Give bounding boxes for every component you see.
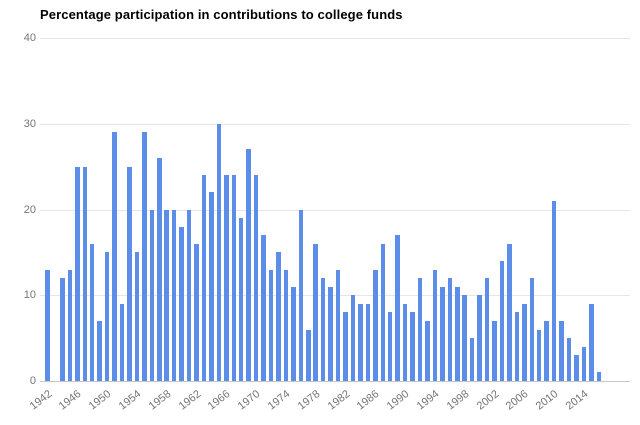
- bar-1995[interactable]: [440, 286, 445, 381]
- bar-2009[interactable]: [544, 320, 549, 381]
- bar-1965[interactable]: [216, 123, 222, 381]
- bar-1953[interactable]: [127, 166, 132, 381]
- bar-1942[interactable]: [45, 269, 50, 381]
- bar-1945[interactable]: [67, 269, 73, 381]
- gridline-y0: [40, 381, 630, 382]
- y-axis-label-40: 40: [23, 32, 36, 44]
- bar-1972[interactable]: [268, 269, 274, 381]
- bar-1997[interactable]: [455, 286, 460, 381]
- bar-1982[interactable]: [343, 312, 348, 381]
- bar-1991[interactable]: [410, 312, 415, 381]
- bar-2002[interactable]: [492, 320, 497, 381]
- bar-2013[interactable]: [574, 355, 579, 381]
- y-axis-label-30: 30: [23, 117, 36, 130]
- chart-title: Percentage participation in contribution…: [40, 7, 403, 22]
- bar-1966[interactable]: [224, 175, 229, 381]
- bar-1984[interactable]: [358, 303, 363, 381]
- bar-2010[interactable]: [551, 200, 557, 381]
- bar-1963[interactable]: [201, 175, 207, 381]
- bar-1996[interactable]: [447, 278, 453, 381]
- bar-1989[interactable]: [395, 235, 400, 381]
- bar-1985[interactable]: [365, 303, 371, 381]
- bar-1948[interactable]: [89, 243, 95, 381]
- bar-1950[interactable]: [104, 252, 110, 381]
- bar-2014[interactable]: [581, 346, 587, 381]
- bar-1958[interactable]: [164, 209, 169, 381]
- y-axis-label-0: 0: [29, 375, 36, 387]
- bar-1946[interactable]: [75, 166, 80, 381]
- bar-1979[interactable]: [320, 278, 326, 381]
- bar-1992[interactable]: [417, 278, 423, 381]
- bar-2006[interactable]: [522, 303, 527, 381]
- bar-2005[interactable]: [514, 312, 520, 381]
- bar-1957[interactable]: [157, 158, 162, 381]
- bar-1990[interactable]: [402, 303, 408, 381]
- bar-1981[interactable]: [335, 269, 341, 381]
- bar-2008[interactable]: [536, 329, 542, 381]
- y-axis-label-10: 10: [23, 289, 36, 302]
- bar-1980[interactable]: [328, 286, 333, 381]
- gridline-y40: [40, 38, 630, 39]
- bar-1956[interactable]: [149, 209, 155, 381]
- bar-1967[interactable]: [231, 175, 236, 381]
- bar-1973[interactable]: [276, 252, 281, 381]
- bar-1947[interactable]: [82, 166, 87, 381]
- bar-1962[interactable]: [194, 243, 199, 381]
- bar-1983[interactable]: [350, 295, 356, 381]
- bar-1964[interactable]: [209, 192, 214, 381]
- bar-2007[interactable]: [529, 278, 534, 381]
- bar-1961[interactable]: [186, 209, 192, 381]
- bar-1999[interactable]: [469, 338, 475, 381]
- gridline-y10: [40, 295, 630, 297]
- bar-1971[interactable]: [261, 235, 266, 381]
- bar-1960[interactable]: [179, 226, 184, 381]
- bar-2012[interactable]: [566, 338, 572, 381]
- bar-1987[interactable]: [380, 243, 385, 381]
- bar-1968[interactable]: [238, 218, 244, 381]
- bar-1949[interactable]: [97, 320, 102, 381]
- bar-1951[interactable]: [112, 132, 117, 381]
- bar-2004[interactable]: [507, 243, 512, 381]
- bar-1978[interactable]: [313, 243, 318, 381]
- y-axis-label-20: 20: [23, 203, 36, 216]
- bar-1955[interactable]: [142, 132, 147, 381]
- gridline-y20: [40, 209, 630, 211]
- bar-2011[interactable]: [559, 320, 564, 381]
- bar-1959[interactable]: [171, 209, 177, 381]
- gridline-y30: [40, 123, 630, 125]
- bar-1988[interactable]: [387, 312, 393, 381]
- bar-1998[interactable]: [462, 295, 467, 381]
- bar-1969[interactable]: [246, 149, 251, 381]
- bar-1952[interactable]: [119, 303, 125, 381]
- bar-1993[interactable]: [425, 320, 430, 381]
- bar-1944[interactable]: [60, 278, 65, 381]
- bar-2016[interactable]: [596, 372, 602, 381]
- bar-1977[interactable]: [306, 329, 311, 381]
- bar-2001[interactable]: [484, 278, 490, 381]
- bar-1986[interactable]: [373, 269, 378, 381]
- bar-2015[interactable]: [589, 303, 594, 381]
- bar-1970[interactable]: [253, 175, 259, 381]
- bar-1975[interactable]: [291, 286, 296, 381]
- bar-1976[interactable]: [298, 209, 304, 381]
- bar-1994[interactable]: [432, 269, 438, 381]
- bar-2003[interactable]: [499, 260, 505, 381]
- bar-1974[interactable]: [283, 269, 289, 381]
- bar-2000[interactable]: [477, 295, 482, 381]
- bar-1954[interactable]: [134, 252, 140, 381]
